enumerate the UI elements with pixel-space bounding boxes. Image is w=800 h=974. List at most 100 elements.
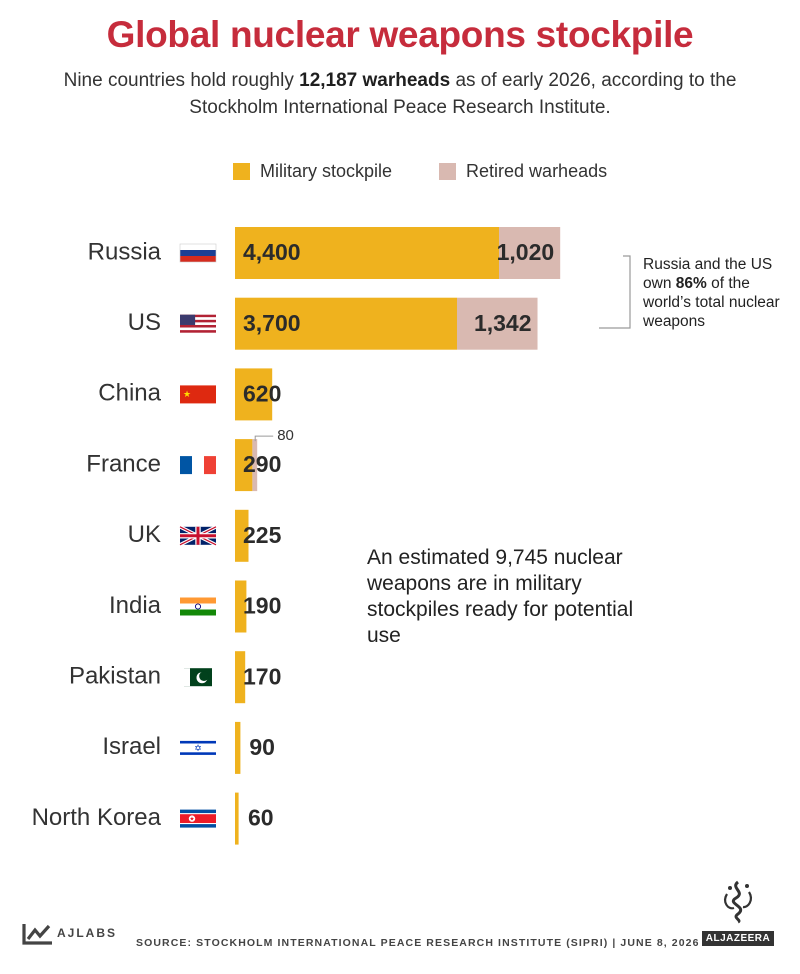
us-flag-stripe: [180, 327, 216, 331]
bar-row-india: India 190: [109, 580, 281, 633]
us-russia-annotation: Russia and the US own 86% of the world’s…: [643, 255, 793, 331]
bar-row-france: France 290 80: [86, 427, 294, 492]
us-flag-stripe: [180, 314, 216, 318]
bar-row-russia: Russia 4,400 1,020: [88, 227, 561, 279]
bar-row-north-korea: North Korea ★ 60: [32, 792, 274, 845]
india-flag-saffron: [180, 597, 216, 604]
france-flag-red: [204, 456, 216, 475]
bar-retired-france: [252, 439, 258, 492]
pakistan-flag-hoist: [184, 668, 190, 687]
bar-retired-us: [457, 297, 538, 350]
us-flag-stripe: [180, 317, 216, 320]
ajlabs-logo: AJLABS: [22, 920, 117, 946]
value-label-military-pakistan: 170: [243, 663, 281, 689]
bar-retired-russia: [499, 227, 561, 279]
value-label-retired-us: 1,342: [474, 310, 532, 336]
aljazeera-wordmark: ALJAZEERA: [702, 931, 774, 946]
bar-row-china: China ★ 620: [98, 368, 281, 421]
us-russia-share: 86%: [675, 275, 707, 292]
value-label-military-india: 190: [243, 593, 281, 619]
aljazeera-logo: ALJAZEERA: [702, 880, 774, 946]
subtitle-total-warheads: 12,187 warheads: [299, 70, 451, 91]
north-korea-flag-disc: [188, 815, 196, 822]
us-russia-bracket: [599, 255, 631, 329]
russia-flag-stripe-white: [180, 244, 216, 250]
china-flag-star: ★: [183, 389, 191, 399]
subtitle-suffix: as of early 2026, according to the Stock…: [189, 70, 737, 118]
category-label-pakistan: Pakistan: [69, 663, 161, 690]
us-flag-stripe: [180, 319, 216, 323]
israel-flag-stripe-bottom: [180, 752, 216, 755]
bar-military-north-korea: [235, 792, 239, 845]
category-label-us: US: [128, 309, 161, 336]
chart-subtitle: Nine countries hold roughly 12,187 warhe…: [30, 67, 770, 121]
category-label-uk: UK: [128, 521, 161, 548]
france-flag-icon: [180, 456, 216, 475]
legend-item-military: Military stockpile: [233, 161, 392, 182]
north-korea-flag-star: ★: [190, 816, 195, 822]
india-flag-chakra: [194, 603, 202, 610]
bar-military-france: [235, 439, 253, 492]
us-flag-stripe: [180, 330, 216, 333]
value-label-military-uk: 225: [243, 522, 282, 548]
pakistan-flag-icon: [184, 668, 212, 687]
bar-military-us: [235, 297, 457, 350]
us-russia-annotation-prefix: Russia and the US own: [643, 256, 773, 292]
chart-legend: Military stockpile Retired warheads: [233, 159, 607, 183]
value-label-retired-france: 80: [277, 427, 294, 444]
ajlabs-wordmark: AJLABS: [57, 926, 118, 940]
pakistan-flag-crescent-cut: [199, 671, 209, 681]
uk-flag-icon: [179, 525, 217, 547]
bar-military-israel: [235, 721, 241, 774]
legend-label-retired: Retired warheads: [466, 160, 608, 181]
france-flag-blue: [180, 456, 192, 475]
legend-label-military: Military stockpile: [260, 160, 393, 181]
france-flag-white: [192, 456, 204, 475]
subtitle-prefix: Nine countries hold roughly: [63, 70, 300, 91]
ajlabs-mark-icon: [22, 924, 52, 945]
value-label-military-russia: 4,400: [243, 239, 301, 265]
leader-line-retired-france: [254, 435, 274, 442]
legend-swatch-retired: [439, 162, 457, 180]
israel-flag-icon: ✡: [180, 738, 216, 757]
us-flag-canton: [180, 314, 196, 325]
chart-title: Global nuclear weapons stockpile: [106, 14, 694, 55]
bars-layer: Russia 4,400 1,020 US 3,700 1,342 China ★ 620 Fra…: [32, 227, 561, 845]
military-stockpile-annotation: An estimated 9,745 nuclear weapons are i…: [367, 546, 634, 647]
china-flag-icon: ★: [180, 385, 216, 404]
bar-military-uk: [235, 509, 249, 562]
category-label-north-korea: North Korea: [32, 804, 162, 831]
value-label-military-france: 290: [243, 451, 281, 477]
bar-military-russia: [235, 227, 499, 279]
russia-flag-border: [179, 243, 217, 263]
us-russia-annotation-suffix: of the world’s total nuclear weapons: [643, 275, 780, 330]
russia-flag-stripe-blue: [180, 250, 216, 256]
value-label-military-us: 3,700: [243, 310, 301, 336]
israel-flag-star: ✡: [194, 743, 202, 753]
category-label-russia: Russia: [88, 238, 162, 265]
bar-row-israel: Israel ✡ 90: [102, 721, 275, 774]
aljazeera-calligraphy-icon: [724, 880, 752, 924]
category-label-china: China: [98, 380, 161, 407]
us-flag-stripe: [180, 322, 216, 325]
category-label-israel: Israel: [102, 733, 161, 760]
us-flag-icon: [180, 314, 216, 333]
bar-military-pakistan: [235, 651, 246, 704]
israel-flag-stripe-top: [180, 740, 216, 744]
bar-military-china: [235, 368, 273, 421]
value-label-military-china: 620: [243, 380, 281, 406]
russia-flag-icon: [179, 243, 217, 263]
bar-row-pakistan: Pakistan 170: [69, 651, 281, 704]
bar-military-india: [235, 580, 247, 633]
north-korea-flag-red: [180, 814, 216, 823]
value-label-military-israel: 90: [249, 734, 275, 760]
india-flag-white: [180, 603, 216, 610]
category-label-france: France: [86, 450, 161, 477]
china-flag-field: [180, 385, 216, 404]
bar-row-us: US 3,700 1,342: [128, 297, 538, 350]
uk-flag-cross-red: [180, 526, 216, 545]
india-flag-icon: [180, 597, 216, 616]
category-label-india: India: [109, 592, 162, 619]
bar-row-uk: UK 225: [128, 509, 282, 562]
